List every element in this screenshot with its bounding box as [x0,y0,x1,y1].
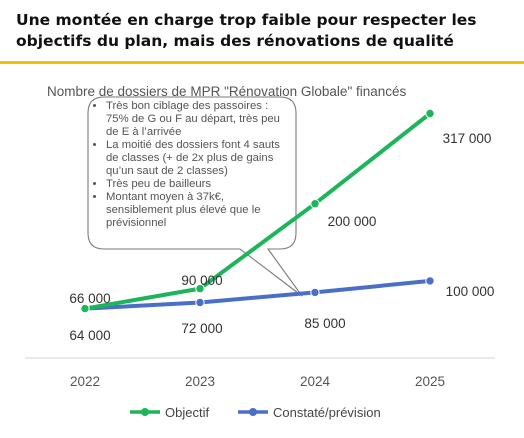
data-label-constate-prevision-2022: 64 000 [69,328,110,343]
legend-label-constate-prevision: Constaté/prévision [273,405,381,420]
data-label-constate-prevision-2025: 100 000 [446,284,495,299]
point-objectif-2022 [80,303,90,314]
series-lines [80,108,435,314]
data-label-objectif-2022: 66 000 [69,291,110,306]
legend-label-objectif: Objectif [165,405,209,420]
callout-text: Très bon ciblage des passoires : 75% de … [93,100,289,230]
point-constate-prevision-2025 [425,276,435,286]
data-label-objectif-2024: 200 000 [328,214,377,229]
x-tick-label-2022: 2022 [70,374,100,389]
legend: Objectif Constaté/prévision [130,405,381,420]
x-tick-label-2025: 2025 [415,374,445,389]
data-label-constate-prevision-2024: 85 000 [304,316,345,331]
x-tick-label-2023: 2023 [185,374,215,389]
callout-bullet-1: Très bon ciblage des passoires : 75% de … [106,100,289,139]
callout-bubble [87,96,303,297]
callout-bullet-3: Très peu de bailleurs [106,178,289,191]
chart-title: Nombre de dossiers de MPR "Rénovation Gl… [47,84,407,99]
legend-swatch-dot-constate-prevision [249,408,257,416]
callout-list: Très bon ciblage des passoires : 75% de … [93,100,289,230]
point-objectif-2025 [425,108,435,119]
point-objectif-2023 [195,283,205,294]
data-label-objectif-2025: 317 000 [443,131,492,146]
series-line-constate-prevision [83,278,432,311]
point-constate-prevision-2023 [195,297,205,308]
point-constate-prevision-2024 [310,287,320,298]
data-label-constate-prevision-2023: 72 000 [181,321,222,336]
point-objectif-2024 [310,199,320,209]
callout-bullet-2: La moitié des dossiers font 4 sauts de c… [106,139,289,178]
headline: Une montée en charge trop faible pour re… [0,0,524,64]
legend-swatch-dot-objectif [141,408,149,416]
callout-bullet-4: Montant moyen à 37k€, sensiblement plus … [106,191,289,230]
x-axis: 2022 2023 2024 2025 [25,357,495,389]
data-label-objectif-2023: 90 000 [181,273,222,288]
data-labels: 66 000 90 000 200 000 317 000 64 000 72 000 85… [69,131,494,343]
series-line-objectif [83,111,432,311]
x-tick-label-2024: 2024 [300,374,331,389]
callout-bubble-shape [87,96,303,297]
